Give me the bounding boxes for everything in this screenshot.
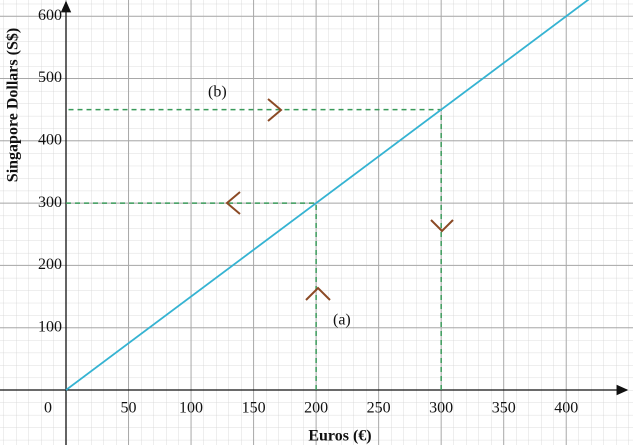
arrow-down <box>430 219 454 233</box>
arrow-left <box>225 191 241 215</box>
x-tick-label: 100 <box>179 400 203 417</box>
annotation: (b) <box>208 84 227 101</box>
y-tick-label: 200 <box>38 256 62 273</box>
guide-line <box>66 202 317 390</box>
x-tick-label: 300 <box>429 400 453 417</box>
y-tick-label: 400 <box>38 131 62 148</box>
line <box>65 0 590 391</box>
x-tick-label: 350 <box>492 400 516 417</box>
y-tick-label: 100 <box>38 318 62 335</box>
y-tick-label: 300 <box>38 194 62 211</box>
arrow-right <box>267 98 283 122</box>
y-axis-label: Singapore Dollars (S$) <box>5 28 22 182</box>
x-axis-label: Euros (€) <box>308 428 371 445</box>
x-tick-label: 150 <box>242 400 266 417</box>
arrow-up <box>305 286 331 301</box>
x-tick-label: 0 <box>44 400 52 417</box>
y-tick-label: 600 <box>38 7 62 24</box>
y-tick-label: 500 <box>38 69 62 86</box>
x-tick-label: 200 <box>304 400 328 417</box>
annotation: (a) <box>333 312 351 329</box>
x-tick-label: 400 <box>554 400 578 417</box>
x-tick-label: 250 <box>367 400 391 417</box>
x-tick-label: 50 <box>121 400 137 417</box>
